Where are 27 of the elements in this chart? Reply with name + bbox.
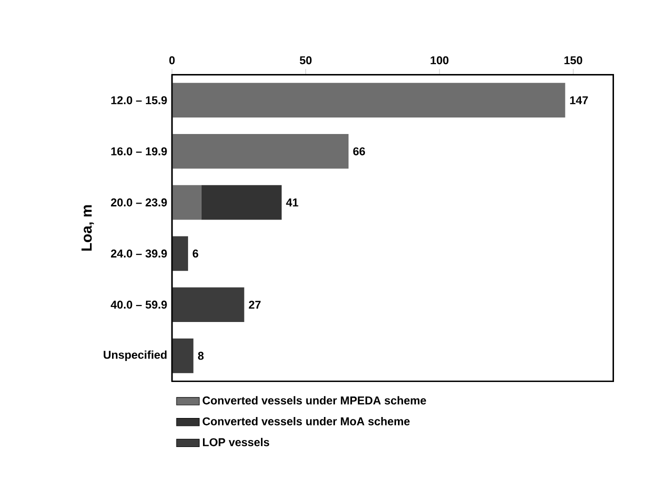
- y-tick-label: 40.0 – 59.9: [110, 300, 167, 309]
- x-tick-label: 150: [564, 56, 582, 64]
- y-tick-label: 24.0 – 39.9: [110, 250, 167, 258]
- bar: [172, 134, 349, 169]
- x-tick-label: 50: [300, 56, 312, 64]
- y-tick-label: 16.0 – 19.9: [111, 147, 167, 156]
- total-label: 66: [353, 147, 365, 156]
- legend-label: Converted vessels under MPEDA scheme: [202, 396, 426, 404]
- total-label: 6: [192, 250, 198, 258]
- x-tick-label: 0: [169, 56, 175, 64]
- bar: [172, 338, 194, 374]
- total-label: 27: [248, 300, 261, 309]
- bar: [172, 236, 188, 271]
- y-tick-label: 12.0 – 15.9: [111, 96, 167, 104]
- total-label: 8: [198, 352, 204, 360]
- x-tick-label: 100: [430, 56, 448, 64]
- y-tick-label: Unspecified: [104, 350, 167, 362]
- bar: [172, 287, 244, 322]
- bar: [172, 82, 566, 118]
- legend-label: LOP vessels: [202, 438, 270, 446]
- bar: [172, 185, 202, 220]
- y-axis-title: Loa, m: [82, 205, 94, 251]
- legend-label: Converted vessels under MoA scheme: [202, 417, 410, 426]
- y-tick-label: 20.0 – 23.9: [110, 198, 167, 206]
- total-label: 41: [286, 198, 298, 206]
- bar: [201, 185, 282, 220]
- total-label: 147: [570, 96, 588, 104]
